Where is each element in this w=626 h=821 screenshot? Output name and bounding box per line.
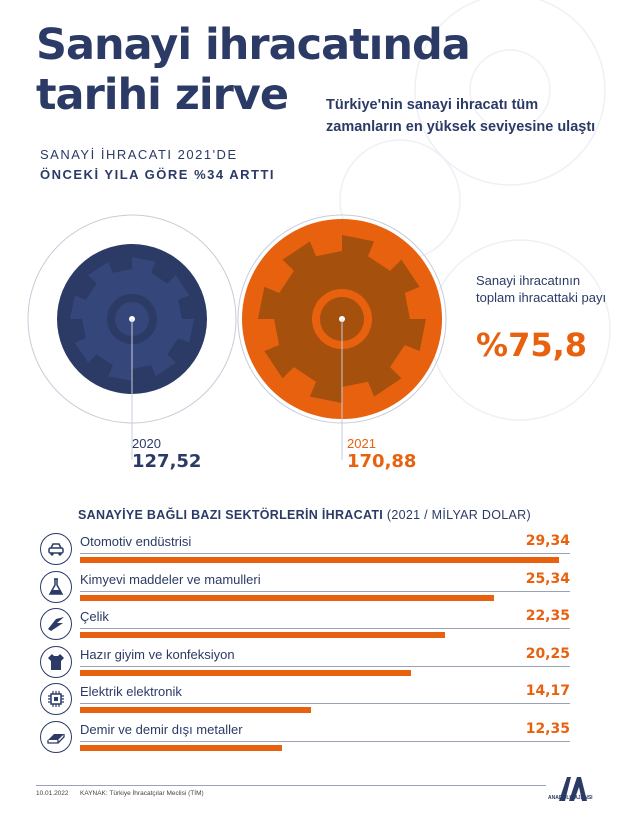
sector-baseline: [80, 741, 570, 742]
sector-row: Kimyevi maddeler ve mamulleri 25,34: [40, 570, 570, 607]
sector-baseline: [80, 665, 570, 667]
sector-value: 22,35: [525, 608, 570, 625]
sector-label: Çelik: [80, 609, 109, 625]
value-2021: 170,88: [347, 451, 417, 472]
sector-bar: [80, 745, 282, 751]
sector-bar: [80, 594, 494, 601]
sector-bar: [80, 669, 411, 676]
sector-bar: [80, 632, 446, 639]
gear-2020: [27, 214, 237, 460]
sector-baseline: [80, 703, 570, 705]
flask-icon: [40, 570, 72, 603]
chip-icon: [40, 683, 72, 716]
sector-value: 25,34: [525, 570, 570, 587]
sector-row: Demir ve demir dışı metaller 12,35: [40, 721, 570, 757]
sector-row: Elektrik elektronik 14,17: [40, 683, 570, 719]
kicker-line-1: SANAYİ İHRACATI 2021'DE: [40, 147, 238, 162]
footer-source: KAYNAK: Türkiye İhracatçılar Meclisi (Tİ…: [80, 790, 204, 797]
footer-date: 10.01.2022: [36, 790, 69, 797]
title-line-1: Sanayi ihracatında: [36, 20, 471, 70]
sector-label: Hazır giyim ve konfeksiyon: [80, 646, 235, 662]
sector-row: Hazır giyim ve konfeksiyon 20,25: [40, 645, 570, 682]
share-value: %75,8: [476, 326, 588, 364]
sector-value: 29,34: [525, 533, 570, 549]
sector-value: 12,35: [525, 721, 570, 737]
sector-value: 20,25: [525, 645, 570, 662]
sector-bar: [80, 707, 312, 714]
total-2020: 2020 127,52: [132, 436, 201, 472]
footer-divider: [36, 785, 546, 786]
logo-text: ANADOLU AJANSI: [548, 795, 593, 801]
value-2020: 127,52: [132, 451, 202, 472]
sector-baseline: [80, 553, 570, 554]
total-2021: 2021 170,88: [347, 436, 416, 472]
sector-chart-title-bold: SANAYİYE BAĞLI BAZI SEKTÖRLERİN İHRACATI: [78, 508, 384, 522]
page-title: Sanayi ihracatında tarihi zirve: [36, 20, 471, 120]
year-2020: 2020: [132, 436, 161, 451]
sector-label: Elektrik elektronik: [80, 684, 182, 700]
sector-row: Çelik 22,35: [40, 608, 570, 644]
sector-chart-title-unit: (2021 / MİLYAR DOLAR): [386, 508, 531, 522]
sector-baseline: [80, 590, 570, 592]
year-2021: 2021: [347, 436, 376, 451]
gear-comparison: [27, 214, 447, 460]
steel-icon: [40, 608, 72, 641]
sector-value: 14,17: [525, 683, 570, 700]
share-label: Sanayi ihracatının toplam ihracattaki pa…: [476, 273, 607, 305]
metal-bar-icon: [40, 721, 72, 753]
sector-chart-title: SANAYİYE BAĞLI BAZI SEKTÖRLERİN İHRACATI…: [78, 508, 531, 522]
car-icon: [40, 533, 72, 565]
kicker-line-2: ÖNCEKİ YILA GÖRE %34 ARTTI: [40, 167, 275, 182]
anadolu-agency-logo: [559, 777, 587, 801]
sector-baseline: [80, 628, 570, 630]
sector-label: Otomotiv endüstrisi: [80, 534, 192, 549]
sector-bar: [80, 557, 560, 563]
subtitle: Türkiye'nin sanayi ihracatı tüm zamanlar…: [326, 97, 596, 135]
sector-row: Otomotiv endüstrisi 29,34: [40, 533, 570, 569]
gear-2021: [237, 214, 447, 460]
title-line-2: tarihi zirve: [36, 70, 289, 120]
sector-label: Demir ve demir dışı metaller: [80, 722, 243, 737]
sector-label: Kimyevi maddeler ve mamulleri: [80, 571, 261, 587]
shirt-icon: [40, 645, 72, 678]
